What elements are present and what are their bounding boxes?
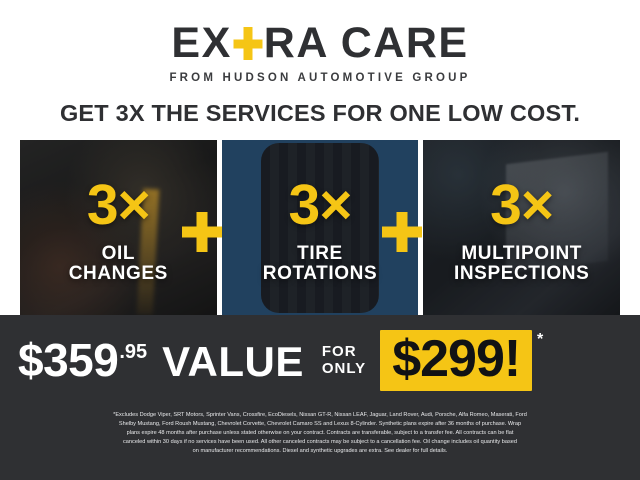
asterisk-marker: * [536, 330, 544, 348]
service-count: 3× [288, 173, 353, 238]
brand-tagline: FROM HUDSON AUTOMOTIVE GROUP [169, 72, 471, 84]
service-label-line1: MULTIPOINT [461, 243, 583, 265]
legal-line: on manufacturer recommendations. Diesel … [192, 448, 448, 455]
service-label: OIL CHANGES [69, 244, 168, 284]
for-only-label: FOR ONLY [322, 343, 366, 378]
legal-line: Shelby Mustang, Ford Roush Mustang, Chev… [118, 421, 522, 428]
value-cents: .95 [119, 341, 148, 363]
value-amount: $359 [18, 334, 119, 386]
brand-logo: EX RA CARE [171, 22, 468, 65]
legal-line: *Excludes Dodge Viper, SRT Motors, Sprin… [113, 412, 527, 418]
service-panel-tire-rotations: 3× TIRE ROTATIONS [221, 140, 419, 315]
service-label: MULTIPOINT INSPECTIONS [454, 244, 589, 284]
plus-cross-icon [233, 27, 263, 60]
sale-price-box: $299! * [380, 329, 543, 391]
photo-overlay [423, 140, 621, 315]
service-panel-multipoint-inspections: 3× MULTIPOINT INSPECTIONS [423, 140, 621, 315]
legal-disclaimer: *Excludes Dodge Viper, SRT Motors, Sprin… [0, 405, 640, 480]
pricing-bar: $359 .95 VALUE FOR ONLY $299! * [0, 315, 640, 405]
service-panels: 3× OIL CHANGES 3× TIRE ROTATIONS 3× MULT… [0, 140, 640, 315]
service-count: 3× [490, 173, 554, 238]
logo-text-right: RA CARE [263, 19, 469, 67]
service-label-line2: CHANGES [68, 263, 168, 284]
logo-text-left: EX [171, 19, 232, 67]
legal-line: plans expire 48 months after purchase un… [126, 430, 514, 437]
plus-separator-icon [382, 212, 422, 252]
only-label: ONLY [321, 360, 367, 377]
service-label-line1: TIRE [297, 243, 343, 265]
service-count: 3× [86, 173, 151, 238]
plus-separator-icon [182, 212, 222, 252]
ad-header: EX RA CARE FROM HUDSON AUTOMOTIVE GROUP … [0, 0, 640, 140]
diagnostic-laptop-photo [423, 140, 621, 315]
service-label-line2: INSPECTIONS [453, 263, 590, 284]
service-label: TIRE ROTATIONS [263, 244, 377, 284]
for-label: FOR [321, 342, 357, 360]
service-label-line2: ROTATIONS [262, 263, 378, 284]
value-word: VALUE [162, 338, 304, 385]
service-label-line1: OIL [101, 243, 136, 265]
original-value: $359 .95 VALUE [18, 337, 304, 383]
page-title: GET 3X THE SERVICES FOR ONE LOW COST. [59, 100, 581, 126]
legal-line: canceled within 30 days if no services h… [123, 439, 517, 446]
sale-price-amount: $299! [392, 329, 521, 388]
